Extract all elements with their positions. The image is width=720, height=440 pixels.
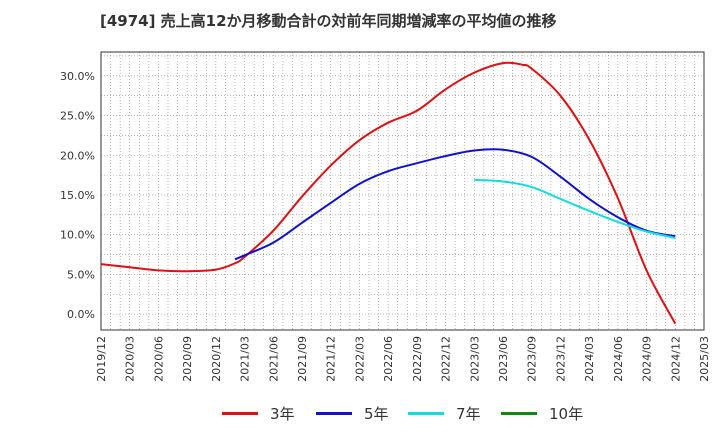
x-tick-label: 2023/09 [526,336,539,382]
series-line-0 [100,61,677,325]
legend-swatch-3y [222,411,258,415]
chart-title: [4974] 売上高12か月移動合計の対前年同期増減率の平均値の推移 [100,12,557,30]
x-tick-label: 2021/09 [296,336,309,382]
legend-label-5y: 5年 [364,404,389,423]
legend-swatch-7y [408,411,444,415]
x-tick-label: 2019/12 [95,336,108,382]
x-tick-label: 2022/12 [440,336,453,382]
legend: 3年 5年 7年 10年 [0,398,720,428]
x-tick-label: 2020/12 [210,336,223,382]
x-tick-label: 2021/12 [325,336,338,382]
legend-item-3y: 3年 [222,398,295,428]
x-tick-label: 2021/03 [239,336,252,382]
y-tick-label: 25.0% [60,110,95,123]
x-tick-label: 2024/03 [583,336,596,382]
x-tick-label: 2024/12 [669,336,682,382]
x-tick-label: 2025/03 [698,336,711,382]
x-tick-label: 2020/03 [124,336,137,382]
y-tick-label: 5.0% [67,268,95,281]
series-line-2 [474,178,676,239]
series-line-1 [234,148,676,261]
legend-swatch-5y [316,411,352,415]
x-tick-label: 2022/06 [382,336,395,382]
x-tick-label: 2024/06 [612,336,625,382]
legend-item-5y: 5年 [316,398,389,428]
x-tick-label: 2024/09 [641,336,654,382]
legend-label-10y: 10年 [549,404,584,423]
x-tick-label: 2020/06 [152,336,165,382]
x-tick-label: 2020/09 [181,336,194,382]
y-tick-label: 0.0% [67,308,95,321]
x-tick-label: 2023/12 [554,336,567,382]
x-tick-label: 2022/03 [353,336,366,382]
legend-swatch-10y [501,411,537,415]
line-chart: 0.0% 5.0% 10.0% 15.0% 20.0% 25.0% 30.0% 2019/12… [60,51,711,382]
y-tick-label: 15.0% [60,189,95,202]
legend-item-10y: 10年 [501,398,583,428]
y-tick-label: 10.0% [60,229,95,242]
legend-label-7y: 7年 [456,404,481,423]
plot-frame [100,51,705,331]
x-tick-label: 2021/06 [267,336,280,382]
legend-item-7y: 7年 [408,398,481,428]
plot-area [101,52,704,330]
x-tick-label: 2023/03 [468,336,481,382]
y-tick-label: 30.0% [60,70,95,83]
y-tick-label: 20.0% [60,149,95,162]
legend-label-3y: 3年 [270,404,295,423]
x-tick-label: 2022/09 [411,336,424,382]
x-tick-label: 2023/06 [497,336,510,382]
